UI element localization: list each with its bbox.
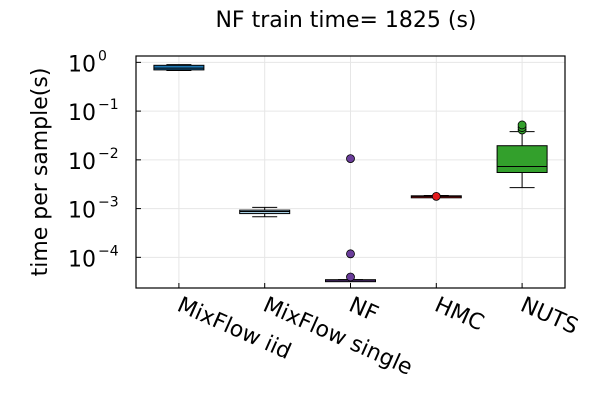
y-tick-exponent: −4 [98, 243, 119, 259]
y-tick-label: 10 [68, 199, 96, 224]
x-tick-label: NF [345, 293, 382, 328]
iqr-box [153, 64, 205, 71]
box-mixflow-iid [153, 64, 205, 72]
outlier-point [346, 272, 355, 282]
outlier-point [517, 120, 527, 130]
x-tick-label: HMC [431, 293, 488, 337]
y-tick-label: 10 [68, 52, 96, 77]
iqr-box [496, 145, 548, 174]
y-tick-exponent: −3 [98, 195, 119, 211]
outlier-point [346, 249, 355, 259]
box-nuts [496, 120, 548, 189]
y-tick-exponent: 0 [98, 48, 107, 64]
y-tick-exponent: −1 [98, 97, 119, 113]
chart-title: NF train time= 1825 (s) [215, 8, 476, 33]
y-tick-label: 10 [68, 150, 96, 175]
y-tick-label: 10 [68, 101, 96, 126]
box-nf [325, 154, 376, 283]
box-hmc [410, 191, 462, 201]
y-tick-label: 10 [68, 247, 96, 272]
y-tick-exponent: −2 [98, 146, 119, 162]
outlier-point [346, 154, 355, 164]
outlier-point [431, 191, 441, 201]
y-axis-label: time per sample(s) [28, 68, 53, 277]
box-mixflow-single [239, 206, 291, 218]
plot-area [153, 64, 548, 283]
x-tick-label: NUTS [517, 293, 582, 340]
